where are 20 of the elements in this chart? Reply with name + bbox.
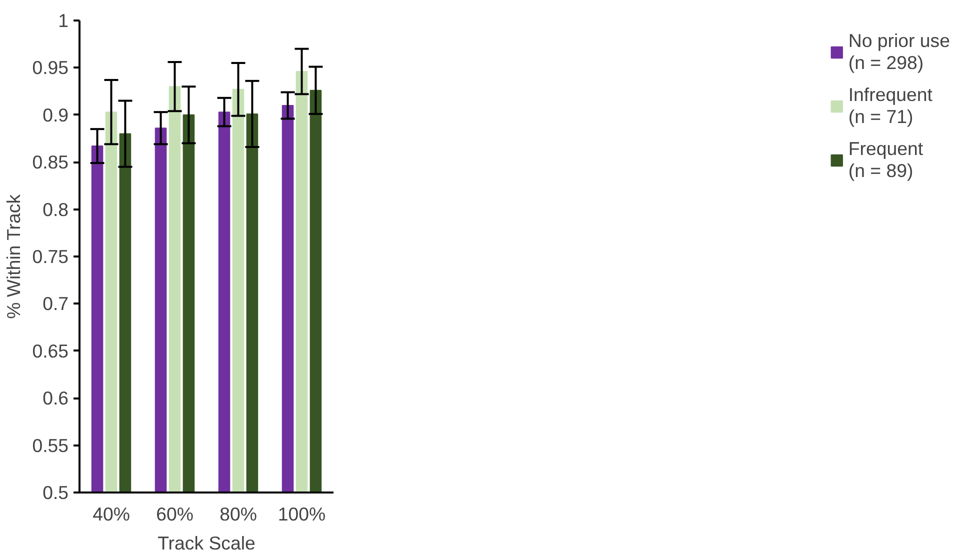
y-tick-label: 0.75 — [32, 246, 68, 267]
y-tick-label: 1 — [58, 10, 69, 31]
y-tick-label: 0.55 — [32, 434, 68, 456]
x-tick-label: 80% — [220, 504, 257, 524]
y-tick-label: 0.95 — [32, 57, 68, 78]
x-tick-label: 100% — [278, 504, 326, 524]
x-tick-label: 40% — [92, 504, 130, 524]
y-tick-label: 0.85 — [32, 152, 68, 173]
y-tick-label: 0.8 — [42, 198, 69, 220]
y-tick-label: 0.9 — [42, 104, 69, 126]
x-axis-title: Track Scale — [158, 532, 256, 554]
legend-label: Infrequent (n = 71) — [848, 84, 932, 128]
y-tick-label: 0.65 — [32, 340, 68, 362]
legend-label: No prior use (n = 298) — [848, 30, 950, 74]
x-tick-label: 60% — [156, 504, 194, 524]
legend-label: Frequent (n = 89) — [848, 138, 924, 182]
y-axis-title: % Within Track — [3, 194, 24, 319]
y-tick-label: 0.5 — [42, 482, 69, 503]
y-tick-label: 0.6 — [42, 388, 69, 409]
y-tick-label: 0.7 — [42, 293, 69, 314]
